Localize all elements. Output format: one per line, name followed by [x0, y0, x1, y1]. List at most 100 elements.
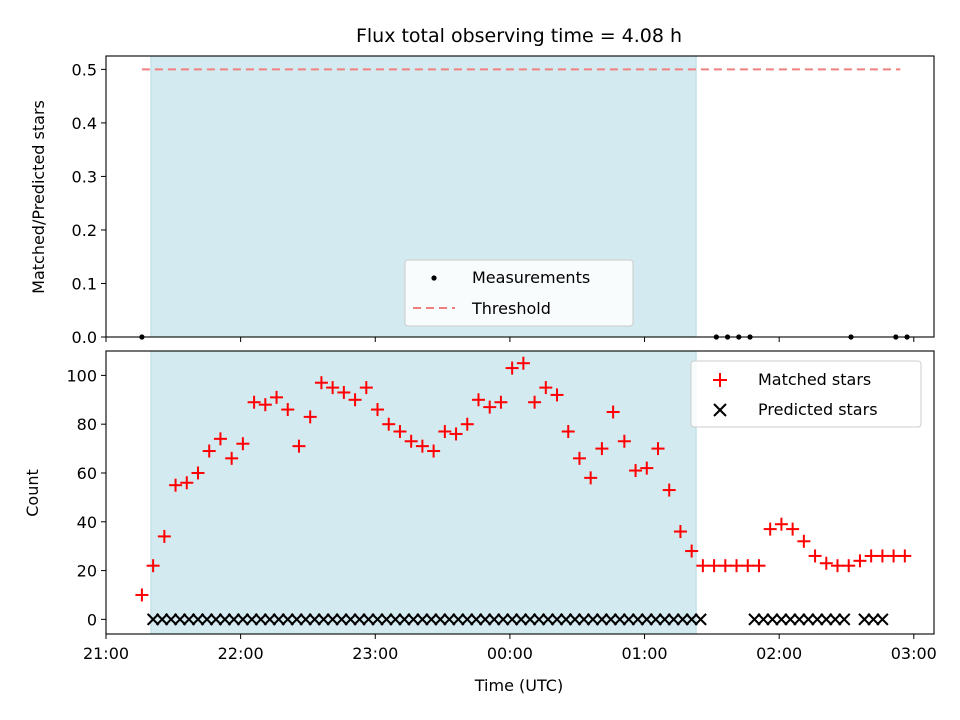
matched-star-point	[191, 466, 205, 480]
legend-measurements-marker	[431, 275, 437, 281]
bottom-ytick-label: 20	[77, 562, 97, 581]
predicted-star-point	[685, 613, 698, 626]
predicted-star-point	[236, 613, 250, 626]
matched-star-point	[595, 442, 609, 456]
matched-star-point	[202, 444, 216, 458]
matched-star-point	[662, 483, 676, 497]
chart-title: Flux total observing time = 4.08 h	[356, 25, 682, 47]
predicted-star-point	[290, 613, 303, 626]
matched-star-point	[314, 376, 328, 390]
bottom-ytick-label: 40	[77, 513, 97, 532]
predicted-star-point	[858, 613, 871, 626]
predicted-star-point	[299, 613, 312, 626]
matched-star-point	[213, 432, 227, 446]
top-ytick-label: 0.0	[72, 328, 97, 347]
bottom-shaded-span	[150, 350, 697, 635]
matched-star-point	[415, 439, 429, 453]
x-tick-label: 21:00	[83, 644, 129, 663]
x-tick-label: 22:00	[218, 644, 264, 663]
bottom-ytick-label: 100	[66, 366, 97, 385]
matched-star-point	[471, 393, 485, 407]
predicted-star-point	[443, 613, 456, 626]
bottom-ytick-label: 80	[77, 415, 97, 434]
matched-star-point	[393, 425, 407, 439]
predicted-star-point	[263, 613, 277, 626]
top-ytick-label: 0.3	[72, 167, 97, 186]
predicted-star-point	[658, 613, 671, 626]
predicted-star-point	[586, 613, 600, 626]
matched-star-point	[786, 522, 800, 536]
matched-star-point	[629, 464, 643, 478]
top-axes-frame	[105, 55, 935, 338]
matched-star-point	[494, 395, 508, 409]
top-panel: 0.0 0.1 0.2 0.3 0.4 0.5 Matched/Predicted sta…	[29, 55, 935, 347]
matched-star-point	[898, 549, 912, 563]
matched-star-point	[516, 356, 530, 370]
matched-star-point	[460, 417, 474, 431]
matched-star-point	[808, 549, 822, 563]
matched-star-point	[853, 554, 867, 568]
bottom-legend: Matched stars Predicted stars	[690, 360, 922, 428]
predicted-star-point	[640, 613, 653, 626]
matched-star-point	[303, 410, 317, 424]
predicted-star-point	[200, 613, 214, 626]
matched-star-point	[707, 559, 721, 573]
x-tick-label: 01:00	[621, 644, 667, 663]
predicted-star-point	[793, 613, 806, 626]
predicted-star-point	[425, 613, 438, 626]
matched-star-point	[842, 559, 856, 573]
bottom-ytick-label: 0	[87, 610, 97, 629]
predicted-star-point	[146, 613, 160, 626]
predicted-star-point	[389, 613, 402, 626]
predicted-star-point	[613, 613, 627, 626]
matched-star-point	[225, 451, 239, 465]
matched-star-point	[864, 549, 878, 563]
predicted-star-point	[470, 613, 483, 626]
predicted-star-point	[362, 613, 375, 626]
matched-star-point	[169, 478, 183, 492]
predicted-star-point	[784, 613, 797, 626]
matched-star-point	[337, 385, 351, 399]
x-tick-label: 00:00	[487, 644, 533, 663]
predicted-star-point	[344, 613, 357, 626]
predicted-star-point	[550, 613, 564, 626]
matched-star-point	[258, 398, 272, 412]
predicted-star-point	[541, 613, 555, 626]
matched-star-point	[157, 529, 171, 543]
matched-star-point	[673, 525, 687, 539]
predicted-star-point	[631, 613, 645, 626]
top-ytick-label: 0.1	[72, 274, 97, 293]
legend-predicted-label: Predicted stars	[758, 400, 878, 419]
predicted-star-point	[191, 613, 205, 626]
predicted-star-point	[595, 613, 609, 626]
matched-star-point	[718, 559, 732, 573]
matched-star-point	[270, 390, 284, 404]
matched-star-point	[539, 381, 553, 395]
matched-star-point	[180, 476, 194, 490]
predicted-star-point	[532, 613, 546, 626]
predicted-star-point	[209, 613, 223, 626]
predicted-star-point	[326, 613, 339, 626]
predicted-star-point	[667, 613, 680, 626]
matched-star-point	[763, 522, 777, 536]
predicted-star-point	[335, 613, 348, 626]
predicted-star-point	[829, 613, 842, 626]
predicted-star-point	[182, 613, 196, 626]
legend-measurements-label: Measurements	[472, 268, 590, 287]
matched-star-point	[427, 444, 441, 458]
legend-matched-label: Matched stars	[758, 370, 871, 389]
matched-star-point	[359, 381, 373, 395]
predicted-star-point	[479, 613, 492, 626]
bottom-axes-frame	[105, 350, 935, 635]
matched-star-point	[685, 544, 699, 558]
top-ytick-label: 0.2	[72, 221, 97, 240]
matched-star-point	[584, 471, 598, 485]
matched-star-point	[617, 434, 631, 448]
predicted-star-point	[775, 613, 788, 626]
predicted-star-point	[452, 613, 465, 626]
predicted-star-point	[227, 613, 241, 626]
matched-star-point	[505, 361, 519, 375]
predicted-star-point	[380, 613, 393, 626]
matched-star-point	[606, 405, 620, 419]
matched-star-point	[741, 559, 755, 573]
